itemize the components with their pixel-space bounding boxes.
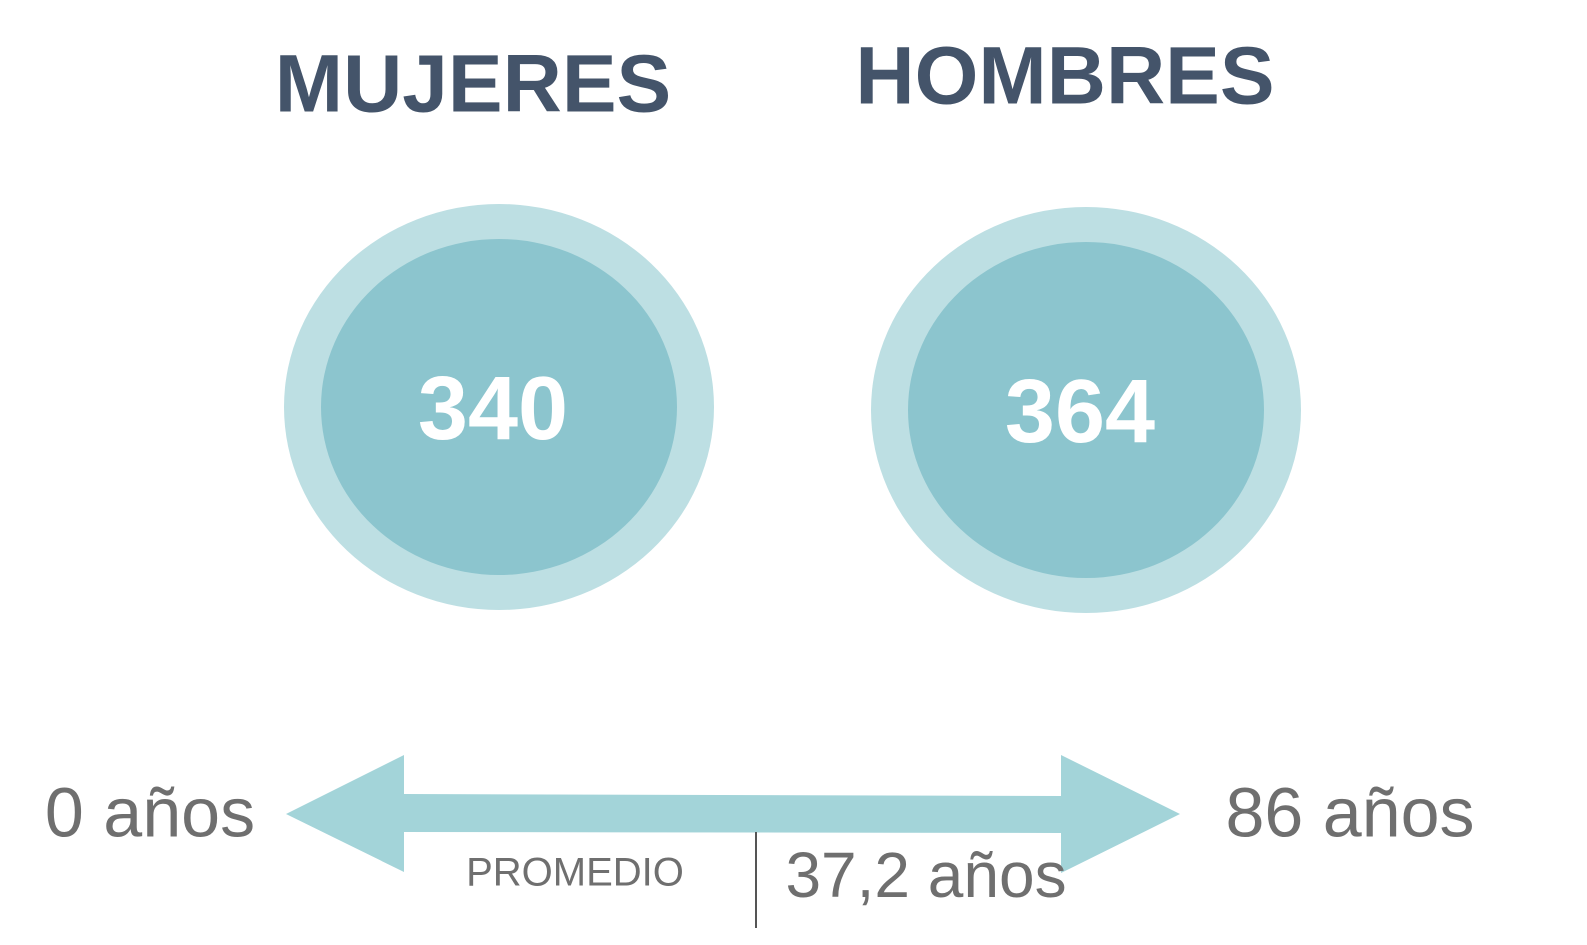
range-max: 86 años	[1225, 773, 1474, 851]
inner-circle	[908, 242, 1264, 578]
group-title: HOMBRES	[855, 31, 1274, 122]
range-min: 0 años	[45, 773, 255, 851]
average-label: PROMEDIO	[466, 851, 684, 895]
group-count: 364	[1005, 362, 1155, 462]
group-count: 340	[418, 359, 568, 459]
inner-circle	[321, 239, 677, 575]
groups: MUJERES 340 HOMBRES 364	[275, 31, 1301, 613]
average-value: 37,2 años	[785, 839, 1066, 911]
group-title: MUJERES	[275, 39, 671, 130]
range-arrow	[286, 755, 1180, 873]
